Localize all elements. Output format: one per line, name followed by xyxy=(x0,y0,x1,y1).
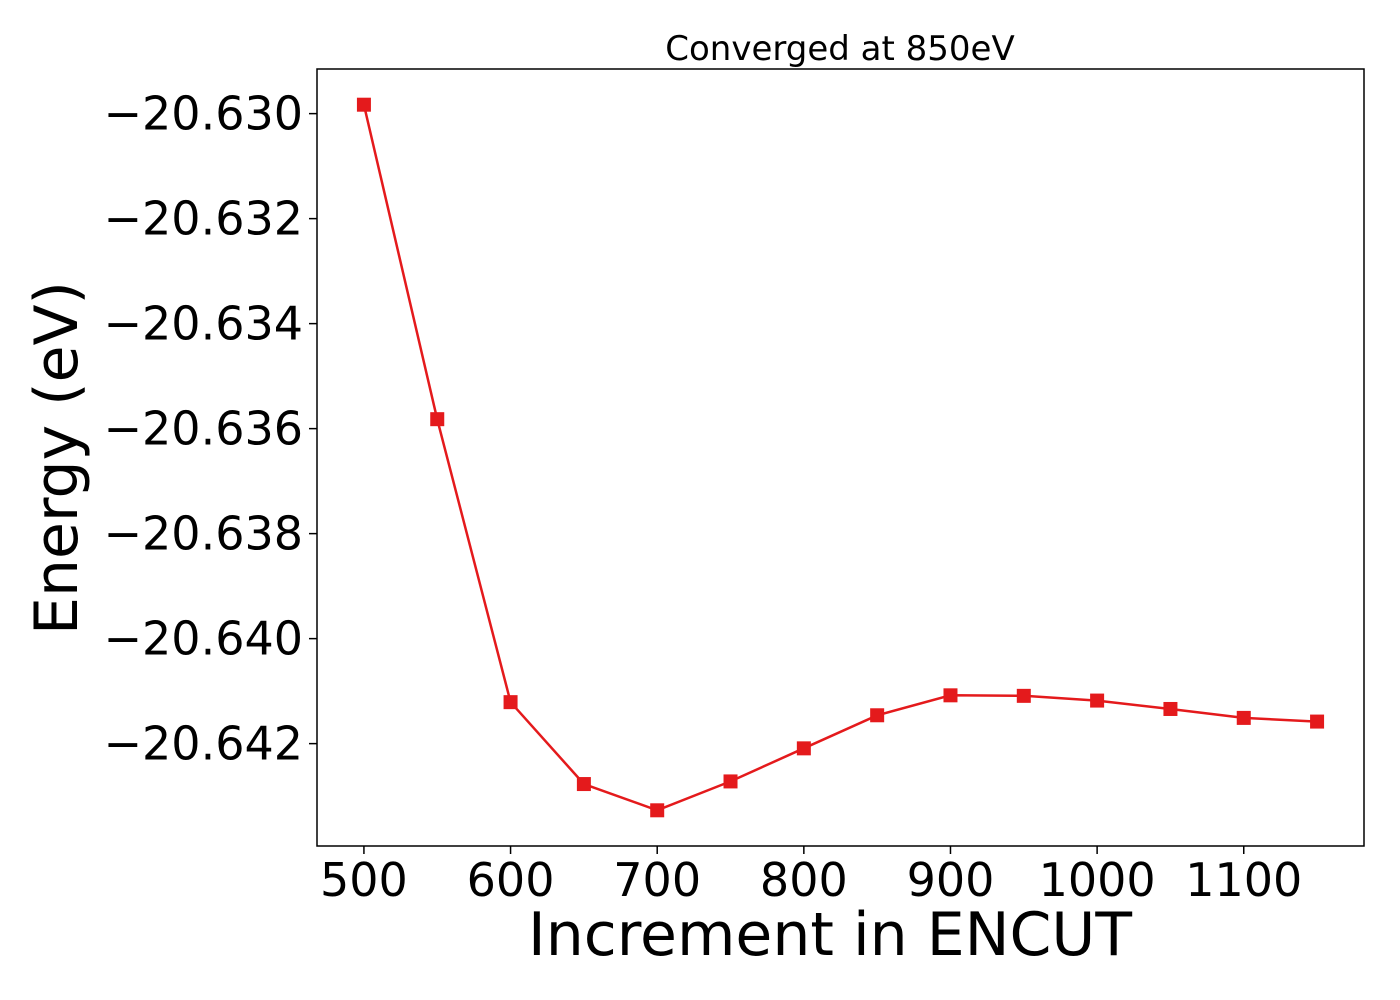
x-tick-label: 500 xyxy=(320,853,408,907)
x-tick-label: 1100 xyxy=(1185,853,1302,907)
data-point-marker xyxy=(430,412,445,427)
series-layer xyxy=(356,97,1325,818)
y-axis-ticks: −20.630 −20.632 −20.634 −20.636 −20.638 −20.6… xyxy=(104,87,317,771)
y-tick-label: −20.638 xyxy=(104,507,304,561)
data-point-marker xyxy=(1016,688,1031,703)
y-tick-label: −20.632 xyxy=(104,192,304,246)
data-point-marker xyxy=(723,774,738,789)
plot-frame xyxy=(316,68,1365,847)
x-tick-label: 1000 xyxy=(1039,853,1156,907)
data-point-marker xyxy=(870,708,885,723)
data-point-marker xyxy=(650,803,665,818)
data-point-marker xyxy=(796,741,811,756)
data-point-marker xyxy=(1090,693,1105,708)
x-axis-label: Increment in ENCUT xyxy=(528,900,1132,970)
x-tick-label: 600 xyxy=(467,853,555,907)
y-axis-label: Energy (eV) xyxy=(22,281,92,635)
y-tick-label: −20.630 xyxy=(104,87,304,141)
y-tick-label: −20.634 xyxy=(104,297,304,351)
data-point-marker xyxy=(356,97,371,112)
x-tick-label: 800 xyxy=(760,853,848,907)
x-tick-label: 900 xyxy=(907,853,995,907)
data-point-marker xyxy=(576,777,591,792)
series-line xyxy=(362,104,1318,812)
chart-title: Converged at 850eV xyxy=(665,29,1014,69)
data-point-marker xyxy=(503,695,518,710)
data-point-marker xyxy=(1236,710,1251,725)
y-tick-label: −20.642 xyxy=(104,717,304,771)
data-point-marker xyxy=(1310,714,1325,729)
y-tick-label: −20.640 xyxy=(104,612,304,666)
data-point-marker xyxy=(943,688,958,703)
data-point-marker xyxy=(1163,701,1178,716)
x-tick-label: 700 xyxy=(613,853,701,907)
y-tick-label: −20.636 xyxy=(104,402,304,456)
x-axis-ticks: 500 600 700 800 900 1000 1100 xyxy=(320,846,1302,907)
